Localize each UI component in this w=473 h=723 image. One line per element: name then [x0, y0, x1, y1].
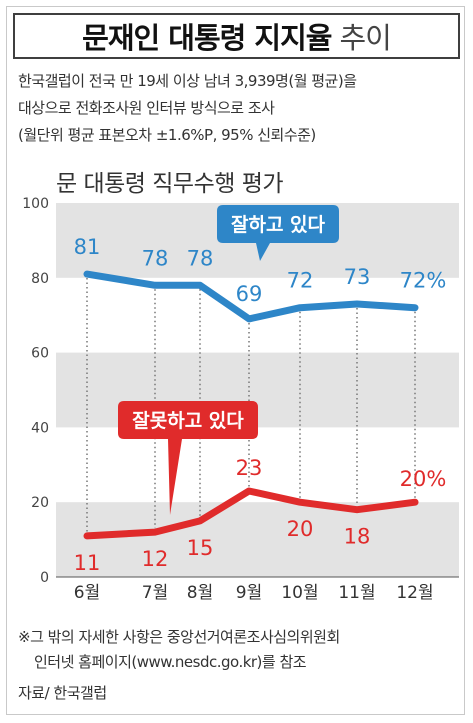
- page-title-suffix: 추이: [339, 21, 391, 55]
- approve-data-label: 78: [142, 246, 169, 270]
- disapprove-line: [83, 487, 419, 540]
- approve-legend-label: 잘하고 있다: [231, 214, 326, 236]
- x-tick-label: 10월: [281, 583, 318, 603]
- survey-note-line-3: (월단위 평균 표본오차 ±1.6%P, 95% 신뢰수준): [18, 126, 316, 144]
- disapprove-legend-bubble: [118, 401, 258, 515]
- page-title: 문재인 대통령 지지율: [82, 21, 332, 55]
- source-credit: 자료/ 한국갤럽: [18, 684, 107, 702]
- y-tick-label: 80: [31, 271, 49, 287]
- graphic-frame: [6, 6, 465, 715]
- y-tick-label: 40: [31, 420, 49, 436]
- x-tick-label: 7월: [142, 583, 168, 603]
- survey-note-line-2: 대상으로 전화조사원 인터뷰 방식으로 조사: [18, 99, 275, 117]
- disapprove-data-label: 12: [142, 547, 169, 571]
- y-tick-label: 0: [40, 570, 49, 586]
- approve-data-label: 69: [236, 282, 263, 306]
- chart-title: 문 대통령 직무수행 평가: [56, 171, 284, 197]
- x-tick-label: 8월: [187, 583, 213, 603]
- disapprove-data-label: 20%: [400, 467, 447, 491]
- disapprove-data-label: 23: [236, 456, 263, 480]
- disapprove-data-label: 11: [74, 551, 101, 575]
- y-tick-label: 60: [31, 346, 49, 362]
- grid-band: [56, 502, 459, 577]
- x-tick-label: 11월: [338, 583, 375, 603]
- approve-data-label: 72: [287, 269, 314, 293]
- survey-note-line-1: 한국갤럽이 전국 만 19세 이상 남녀 3,939명(월 평균)을: [18, 72, 357, 90]
- approve-data-label: 78: [187, 246, 214, 270]
- footer-note-line-1: ※그 밖의 자세한 사항은 중앙선거여론조사심의위원회: [18, 628, 340, 646]
- approve-data-label: 81: [74, 235, 101, 259]
- approve-legend-bubble: [217, 205, 339, 261]
- approve-line: [83, 270, 419, 323]
- x-tick-label: 6월: [74, 583, 100, 603]
- y-tick-label: 20: [31, 495, 49, 511]
- disapprove-data-label: 20: [287, 517, 314, 541]
- y-tick-label: 100: [22, 196, 49, 212]
- disapprove-data-label: 15: [187, 536, 214, 560]
- approve-data-label: 73: [344, 265, 371, 289]
- x-tick-label: 12월: [396, 583, 433, 603]
- disapprove-legend-label: 잘못하고 있다: [132, 410, 244, 432]
- title-box: 문재인 대통령 지지율 추이: [13, 13, 460, 59]
- approve-data-label: 72%: [400, 269, 447, 293]
- disapprove-data-label: 18: [344, 525, 371, 549]
- footer-note-line-2: 인터넷 홈페이지(www.nesdc.go.kr)를 참조: [34, 653, 307, 671]
- x-tick-label: 9월: [236, 583, 262, 603]
